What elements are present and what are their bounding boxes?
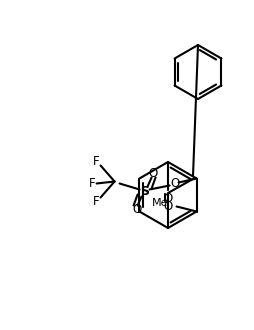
Text: O: O — [148, 167, 157, 180]
Text: O: O — [132, 203, 141, 216]
Text: F: F — [93, 195, 100, 208]
Text: F: F — [89, 177, 96, 190]
Text: F: F — [93, 155, 100, 168]
Text: O: O — [163, 200, 173, 213]
Text: O: O — [163, 191, 173, 205]
Text: Me: Me — [152, 199, 169, 209]
Text: O: O — [170, 177, 179, 190]
Text: S: S — [140, 185, 149, 198]
